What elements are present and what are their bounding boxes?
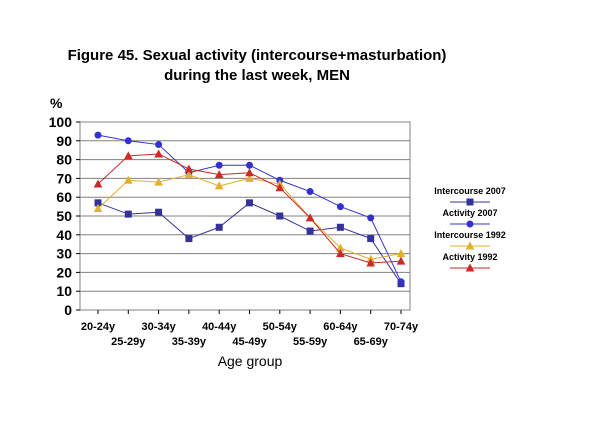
data-point: [185, 235, 193, 243]
series-3: [93, 170, 406, 263]
data-point: [214, 170, 224, 179]
y-tick-labels: 0 10 20 30 40 50 60 70 80 90 100: [49, 114, 73, 318]
data-point: [366, 258, 376, 267]
x-tick-label: 40-44y: [202, 321, 237, 333]
y-tick-label: 40: [56, 227, 72, 243]
data-point: [465, 241, 475, 250]
legend-label: Activity 2007: [442, 208, 497, 218]
y-tick-label: 30: [56, 246, 72, 262]
x-tick-label: 25-29y: [111, 336, 146, 348]
data-point: [124, 137, 132, 145]
x-tick-labels: 20-24y 25-29y 30-34y 35-39y 40-44y 45-49y 50-5…: [81, 321, 419, 348]
y-tick-label: 50: [56, 208, 72, 224]
data-point: [305, 213, 315, 222]
x-tick-label: 65-69y: [354, 336, 389, 348]
data-point: [306, 188, 314, 196]
y-tick-label: 100: [49, 114, 73, 130]
data-point: [184, 164, 194, 173]
chart-title-line-1: Figure 45. Sexual activity (intercourse+…: [68, 47, 447, 64]
data-point: [466, 220, 474, 228]
data-point: [276, 212, 284, 220]
data-point: [367, 235, 375, 243]
data-point: [275, 183, 285, 192]
data-point: [336, 203, 344, 211]
legend-label: Activity 1992: [442, 252, 497, 262]
series-lines: [93, 131, 406, 288]
legend: Intercourse 2007 Activity 2007 Intercourse…: [434, 186, 506, 272]
data-point: [336, 223, 344, 231]
data-point: [336, 249, 345, 258]
data-point: [123, 151, 133, 160]
data-point: [123, 175, 133, 184]
gridlines: [76, 121, 411, 314]
data-point: [154, 149, 163, 158]
data-point: [155, 208, 163, 216]
data-point: [246, 161, 253, 169]
data-point: [94, 131, 102, 139]
series-1: [94, 199, 405, 288]
x-tick-label: 35-39y: [172, 336, 207, 348]
data-point: [155, 141, 163, 149]
y-axis-label: %: [50, 95, 63, 111]
legend-label: Intercourse 2007: [434, 186, 506, 196]
data-point: [93, 179, 103, 188]
data-point: [397, 278, 405, 286]
y-tick-label: 60: [56, 189, 72, 205]
data-point: [245, 173, 254, 182]
data-point: [245, 168, 254, 177]
x-tick-label: 20-24y: [81, 321, 116, 333]
data-point: [306, 227, 314, 235]
data-point: [246, 199, 253, 207]
x-tick-label: 60-64y: [323, 321, 358, 333]
y-tick-label: 90: [56, 133, 72, 149]
data-point: [93, 203, 103, 212]
data-point: [396, 256, 406, 265]
legend-label: Intercourse 1992: [434, 230, 506, 240]
series-4: [93, 149, 406, 267]
chart-title-line-2: during the last week, MEN: [164, 67, 350, 84]
y-tick-label: 10: [56, 283, 72, 299]
y-tick-label: 0: [64, 302, 72, 318]
x-tick-label: 50-54y: [263, 321, 298, 333]
data-point: [124, 210, 132, 218]
x-tick-label: 70-74y: [384, 321, 419, 333]
y-tick-label: 80: [56, 152, 72, 168]
x-tick-label: 30-34y: [141, 321, 176, 333]
data-point: [367, 214, 375, 222]
y-tick-label: 20: [56, 264, 72, 280]
x-tick-label: 55-59y: [293, 336, 328, 348]
data-point: [215, 161, 223, 169]
data-point: [465, 263, 475, 272]
data-point: [466, 198, 474, 206]
y-tick-label: 70: [56, 170, 72, 186]
x-axis-label: Age group: [218, 353, 283, 369]
data-point: [184, 170, 194, 179]
data-point: [215, 223, 223, 231]
data-point: [154, 177, 163, 186]
x-tick-label: 45-49y: [232, 336, 267, 348]
data-point: [214, 181, 224, 190]
